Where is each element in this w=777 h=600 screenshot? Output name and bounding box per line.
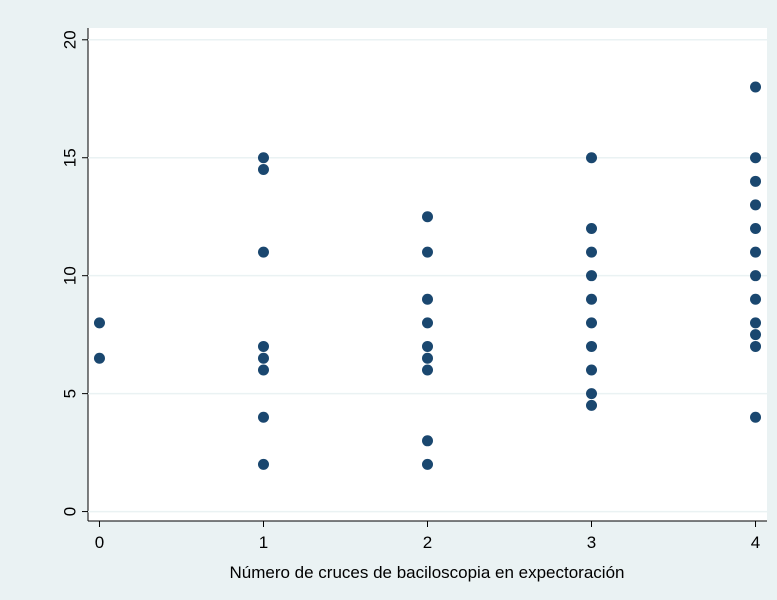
point [422, 246, 433, 258]
point [750, 340, 762, 352]
point [257, 340, 269, 352]
point [422, 340, 433, 352]
point [257, 164, 269, 176]
point [257, 411, 269, 423]
point [750, 223, 762, 235]
point [93, 317, 105, 329]
point [257, 152, 269, 164]
point [750, 175, 762, 187]
point [750, 152, 762, 164]
point [750, 411, 762, 423]
point [750, 81, 762, 93]
point [586, 340, 598, 352]
point [422, 293, 433, 305]
point [422, 364, 433, 376]
x-tick-label: 0 [95, 533, 104, 552]
plot-area [88, 28, 767, 521]
point [257, 246, 269, 258]
x-tick-label: 2 [423, 533, 432, 552]
point [586, 317, 598, 329]
point [586, 388, 598, 400]
point [422, 211, 433, 223]
point [93, 352, 105, 364]
point [750, 270, 762, 282]
point [257, 364, 269, 376]
point [257, 458, 269, 470]
point [750, 317, 762, 329]
x-tick-label: 4 [751, 533, 760, 552]
x-tick-label: 3 [587, 533, 596, 552]
point [586, 152, 598, 164]
point [750, 293, 762, 305]
y-tick-label: 5 [60, 389, 79, 398]
point [422, 317, 433, 329]
y-tick-label: 20 [60, 30, 79, 49]
point [586, 364, 598, 376]
x-axis-label: Número de cruces de baciloscopia en expe… [229, 563, 624, 582]
point [750, 329, 762, 341]
y-tick-label: 15 [60, 148, 79, 167]
point [750, 246, 762, 258]
y-tick-label: 10 [60, 266, 79, 285]
point [257, 352, 269, 364]
point [750, 199, 762, 211]
point [586, 223, 598, 235]
x-tick-label: 1 [259, 533, 268, 552]
y-tick-label: 0 [60, 507, 79, 516]
point [586, 270, 598, 282]
point [422, 435, 433, 447]
point [586, 293, 598, 305]
point [586, 246, 598, 258]
point [422, 458, 433, 470]
point [586, 399, 598, 411]
point [422, 352, 433, 364]
